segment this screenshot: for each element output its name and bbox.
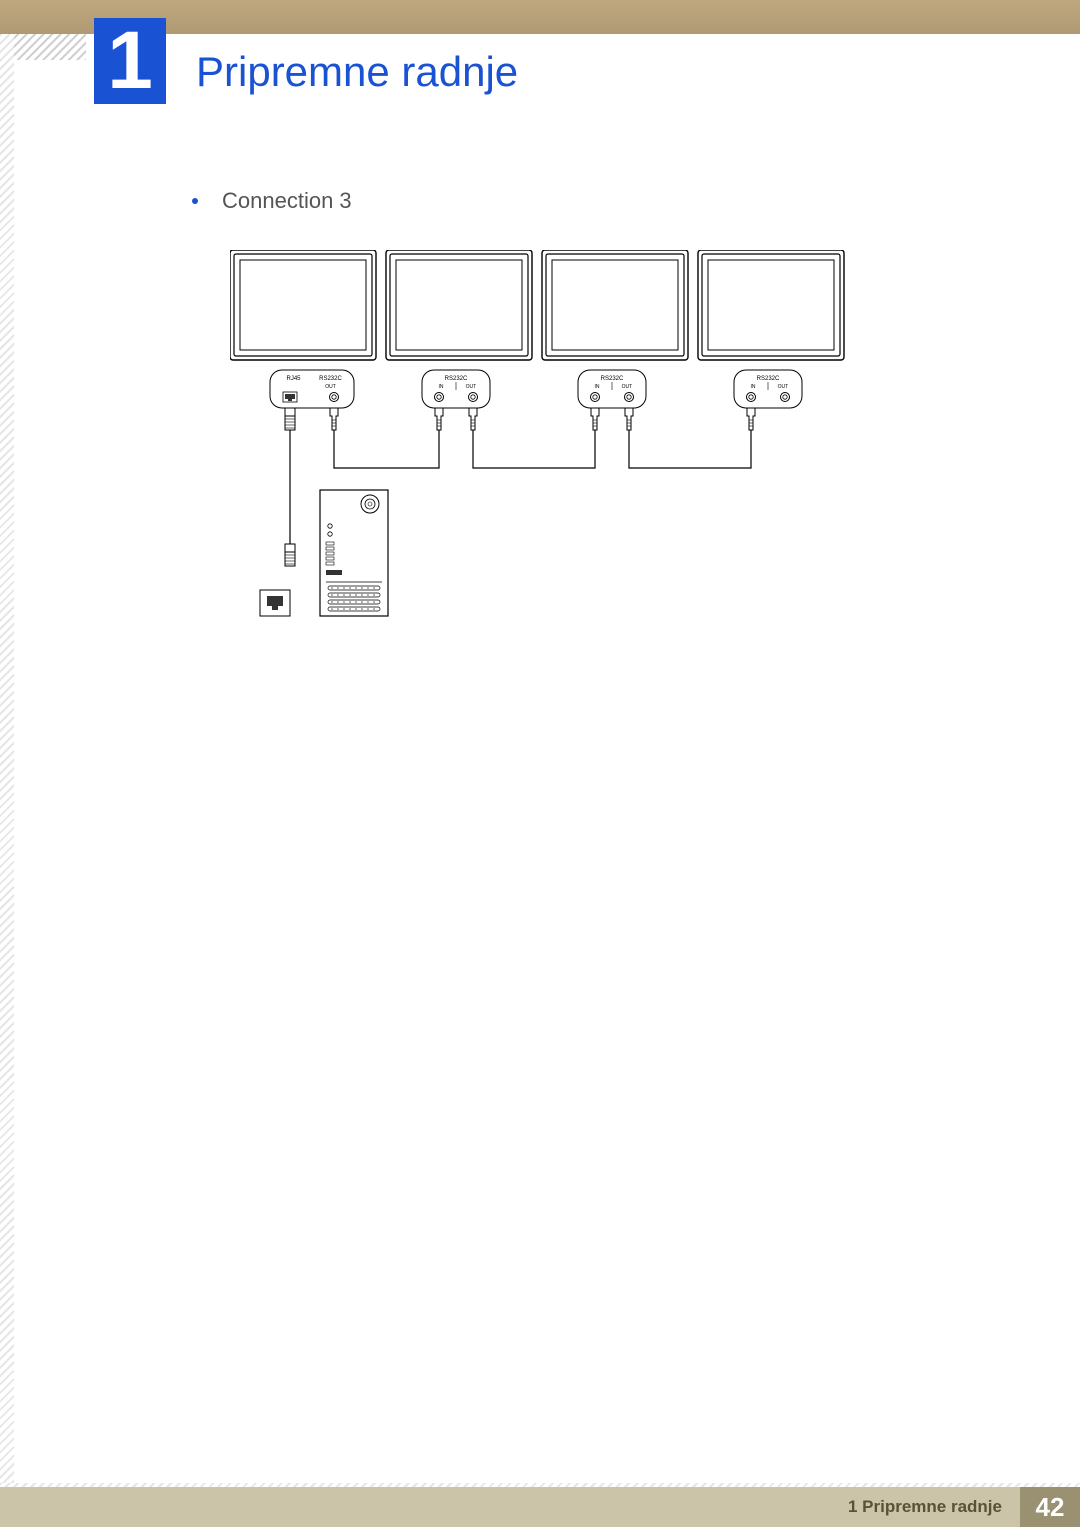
svg-text:OUT: OUT (778, 384, 789, 390)
svg-text:OUT: OUT (622, 384, 633, 390)
diagram-svg: RJ45RS232COUTRS232CINOUTRS232CINOUTRS232… (230, 250, 850, 680)
page-number: 42 (1036, 1492, 1065, 1523)
chapter-title: Pripremne radnje (196, 48, 518, 96)
svg-text:RS232C: RS232C (757, 376, 780, 382)
svg-text:OUT: OUT (466, 384, 477, 390)
svg-text:RS232C: RS232C (319, 376, 342, 382)
connection-diagram: RJ45RS232COUTRS232CINOUTRS232CINOUTRS232… (230, 250, 850, 680)
svg-text:IN: IN (595, 384, 600, 390)
svg-text:RS232C: RS232C (445, 376, 468, 382)
bullet-dot-icon (192, 198, 198, 204)
svg-text:RJ45: RJ45 (287, 376, 302, 382)
hatch-vertical-strip (0, 34, 14, 1483)
svg-text:OUT: OUT (325, 384, 336, 390)
bullet-label: Connection 3 (222, 188, 352, 214)
chapter-number-box: 1 (94, 18, 166, 104)
content-area: Connection 3 RJ45RS232COUTRS232CINOUTRS2… (160, 188, 1000, 680)
svg-text:IN: IN (751, 384, 756, 390)
chapter-number: 1 (107, 20, 153, 102)
svg-text:IN: IN (439, 384, 444, 390)
footer-label: 1 Pripremne radnje (848, 1487, 1020, 1527)
page-number-box: 42 (1020, 1487, 1080, 1527)
bullet-item: Connection 3 (192, 188, 1000, 214)
svg-text:RS232C: RS232C (601, 376, 624, 382)
